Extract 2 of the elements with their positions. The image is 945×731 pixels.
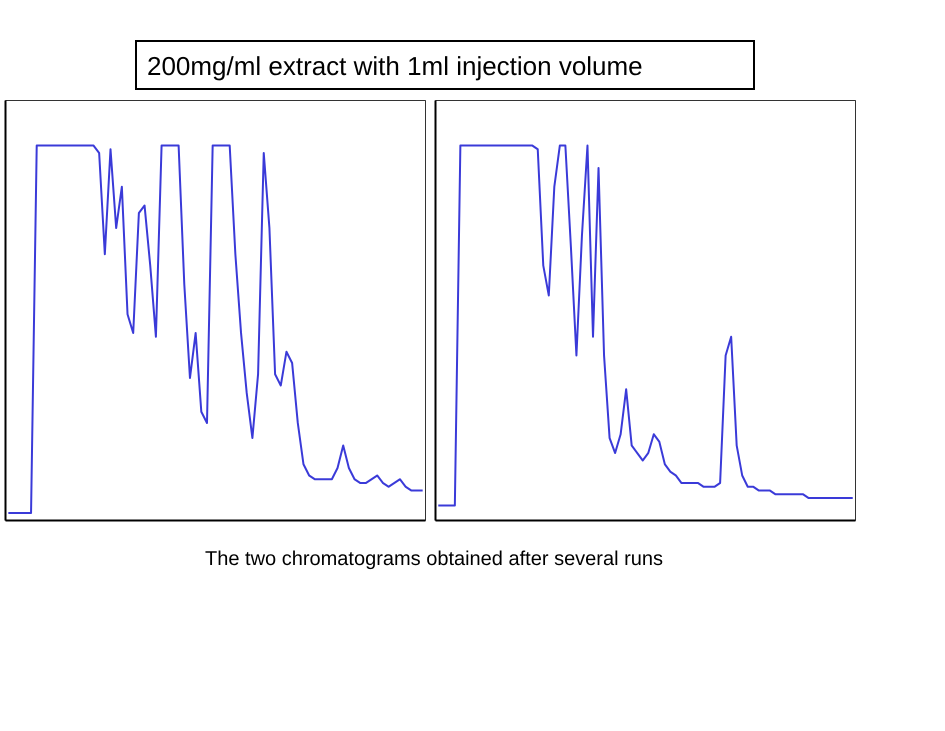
text: The two chromatograms obtained after several runs [205,547,663,572]
chart-title: 200mg/ml extract with 1ml injection volume [147,50,643,83]
